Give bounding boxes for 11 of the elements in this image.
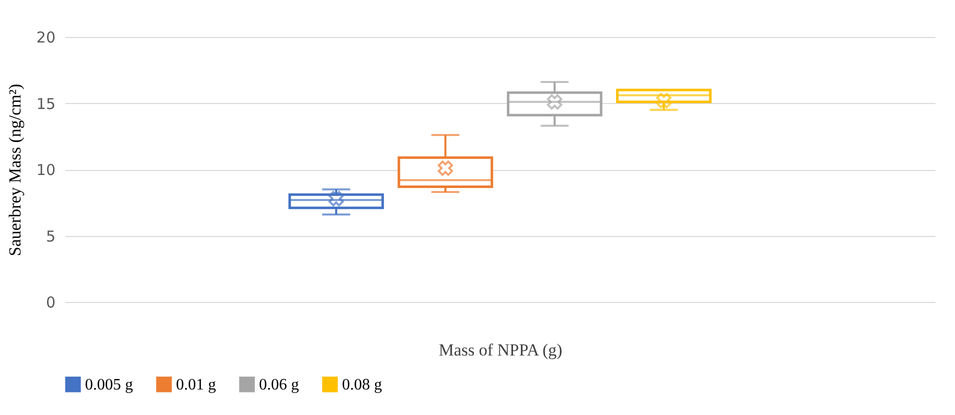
legend-label: 0.08 g [342, 376, 382, 394]
y-tick-label: 0 [46, 294, 56, 312]
legend-label: 0.06 g [259, 376, 299, 394]
legend-label: 0.01 g [176, 376, 216, 394]
y-tick-label: 5 [46, 227, 56, 246]
y-tick-label: 10 [36, 161, 56, 179]
x-axis-title: Mass of NPPA (g) [438, 340, 562, 360]
y-tick-label: 20 [36, 28, 56, 46]
y-tick-label: 15 [36, 94, 56, 113]
legend-label: 0.005 g [85, 376, 133, 394]
y-axis-title: Sauerbrey Mass (ng/cm²) [5, 84, 24, 256]
